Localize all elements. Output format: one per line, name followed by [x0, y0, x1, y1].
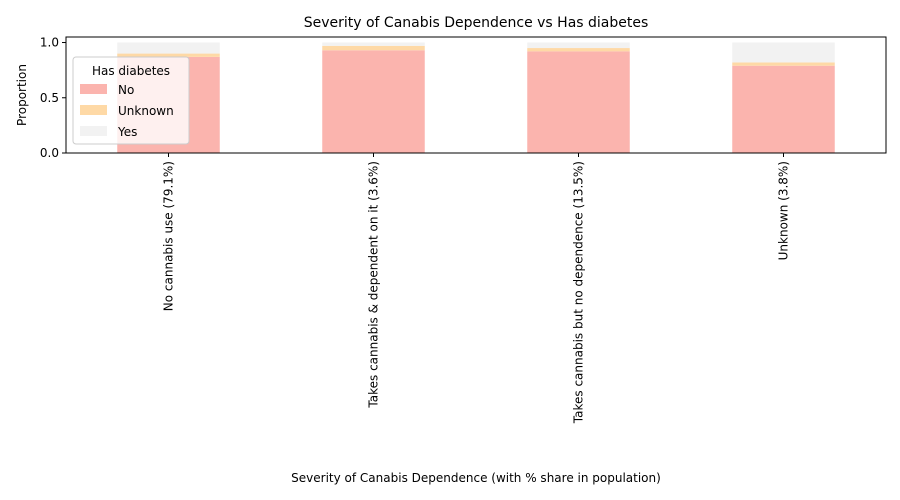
y-tick-label: 0.5 — [40, 91, 59, 105]
bar-segment-no-2 — [322, 50, 425, 154]
x-tick-label: Takes cannabis & dependent on it (3.6%) — [367, 161, 381, 409]
bar-segment-unknown-4 — [732, 62, 835, 66]
bar-segment-unknown-3 — [527, 48, 630, 52]
bar-segment-yes-3 — [527, 42, 630, 49]
plot-area-frame — [65, 36, 887, 154]
x-tick-label: Unknown (3.8%) — [777, 161, 791, 260]
legend-label-unknown: Unknown — [118, 104, 174, 118]
y-axis-label: Proportion — [15, 64, 29, 126]
legend-swatch-yes — [80, 126, 107, 136]
x-axis: No cannabis use (79.1%) Takes cannabis & … — [162, 153, 791, 424]
bar-segment-no-4 — [732, 65, 835, 153]
legend-box — [72, 56, 190, 145]
bar-segment-yes-2 — [322, 42, 425, 46]
legend-title: Has diabetes — [92, 64, 170, 78]
bar-segment-unknown-2 — [322, 45, 425, 51]
legend-swatch-no — [80, 84, 107, 94]
legend-label-no: No — [118, 83, 134, 97]
chart-title: Severity of Canabis Dependence vs Has di… — [304, 15, 649, 31]
legend: Has diabetes No Unknown Yes — [72, 56, 190, 145]
y-tick-label: 0.0 — [40, 146, 59, 160]
y-axis: 0.0 0.5 1.0 — [40, 36, 66, 160]
x-tick-label: Takes cannabis but no dependence (13.5%) — [572, 161, 586, 424]
bar-segment-yes-4 — [732, 42, 835, 63]
bar-segment-yes-1 — [117, 42, 220, 54]
y-tick-label: 1.0 — [40, 36, 59, 50]
bars-layer — [117, 42, 835, 154]
legend-swatch-unknown — [80, 105, 107, 115]
legend-label-yes: Yes — [117, 125, 137, 139]
bar-segment-no-3 — [527, 51, 630, 153]
x-axis-label: Severity of Canabis Dependence (with % s… — [291, 471, 661, 485]
x-tick-label: No cannabis use (79.1%) — [162, 161, 176, 311]
bar-segment-unknown-1 — [117, 53, 220, 57]
